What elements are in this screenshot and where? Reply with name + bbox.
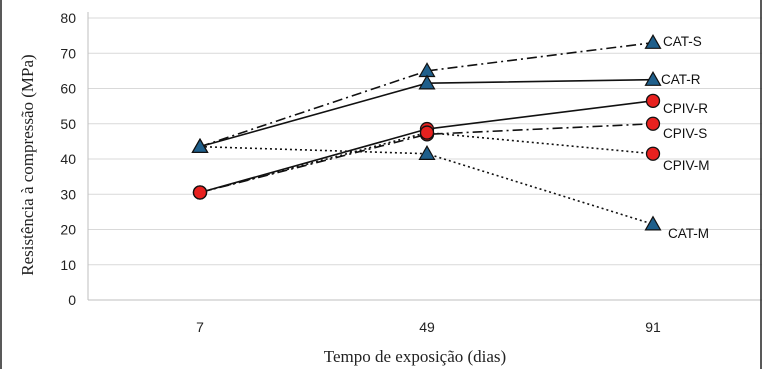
data-point-circle	[645, 146, 661, 161]
series-label: CPIV-M	[663, 158, 710, 173]
series-markers	[191, 33, 662, 231]
data-point-circle	[192, 185, 208, 200]
series-labels: CAT-S CAT-R CPIV-R CPIV-S CPIV-M CAT-M	[661, 34, 710, 241]
y-tick-label: 10	[60, 257, 76, 273]
series-label: CPIV-S	[663, 126, 707, 141]
series-line	[199, 145, 654, 225]
series-label: CAT-M	[668, 226, 709, 241]
y-tick-label: 30	[60, 186, 76, 202]
data-point-triangle	[191, 137, 209, 153]
x-tick-label: 7	[196, 319, 204, 335]
data-point-circle	[645, 93, 661, 108]
data-point-triangle	[418, 145, 436, 160]
data-point-circle	[419, 125, 435, 140]
x-tick-label: 91	[645, 319, 661, 335]
y-axis-title: Resistência à compressão (MPa)	[18, 54, 37, 275]
data-point-triangle	[418, 74, 436, 90]
y-tick-label: 70	[60, 45, 76, 61]
y-tick-label: 80	[60, 10, 76, 26]
y-tick-label: 40	[60, 151, 76, 167]
y-tick-label: 20	[60, 222, 76, 238]
data-point-triangle	[644, 33, 662, 49]
y-tick-label: 60	[60, 81, 76, 97]
data-point-triangle	[644, 215, 662, 231]
x-axis-title: Tempo de exposição (dias)	[324, 347, 506, 366]
x-tick-label: 49	[419, 319, 435, 335]
series-label: CAT-S	[663, 34, 702, 49]
data-point-circle	[645, 116, 661, 131]
series-line	[199, 131, 654, 194]
y-tick-label: 0	[68, 292, 76, 308]
series-label: CAT-R	[661, 72, 701, 87]
data-point-triangle	[644, 70, 662, 86]
series-label: CPIV-R	[663, 101, 708, 116]
y-tick-label: 50	[60, 116, 76, 132]
